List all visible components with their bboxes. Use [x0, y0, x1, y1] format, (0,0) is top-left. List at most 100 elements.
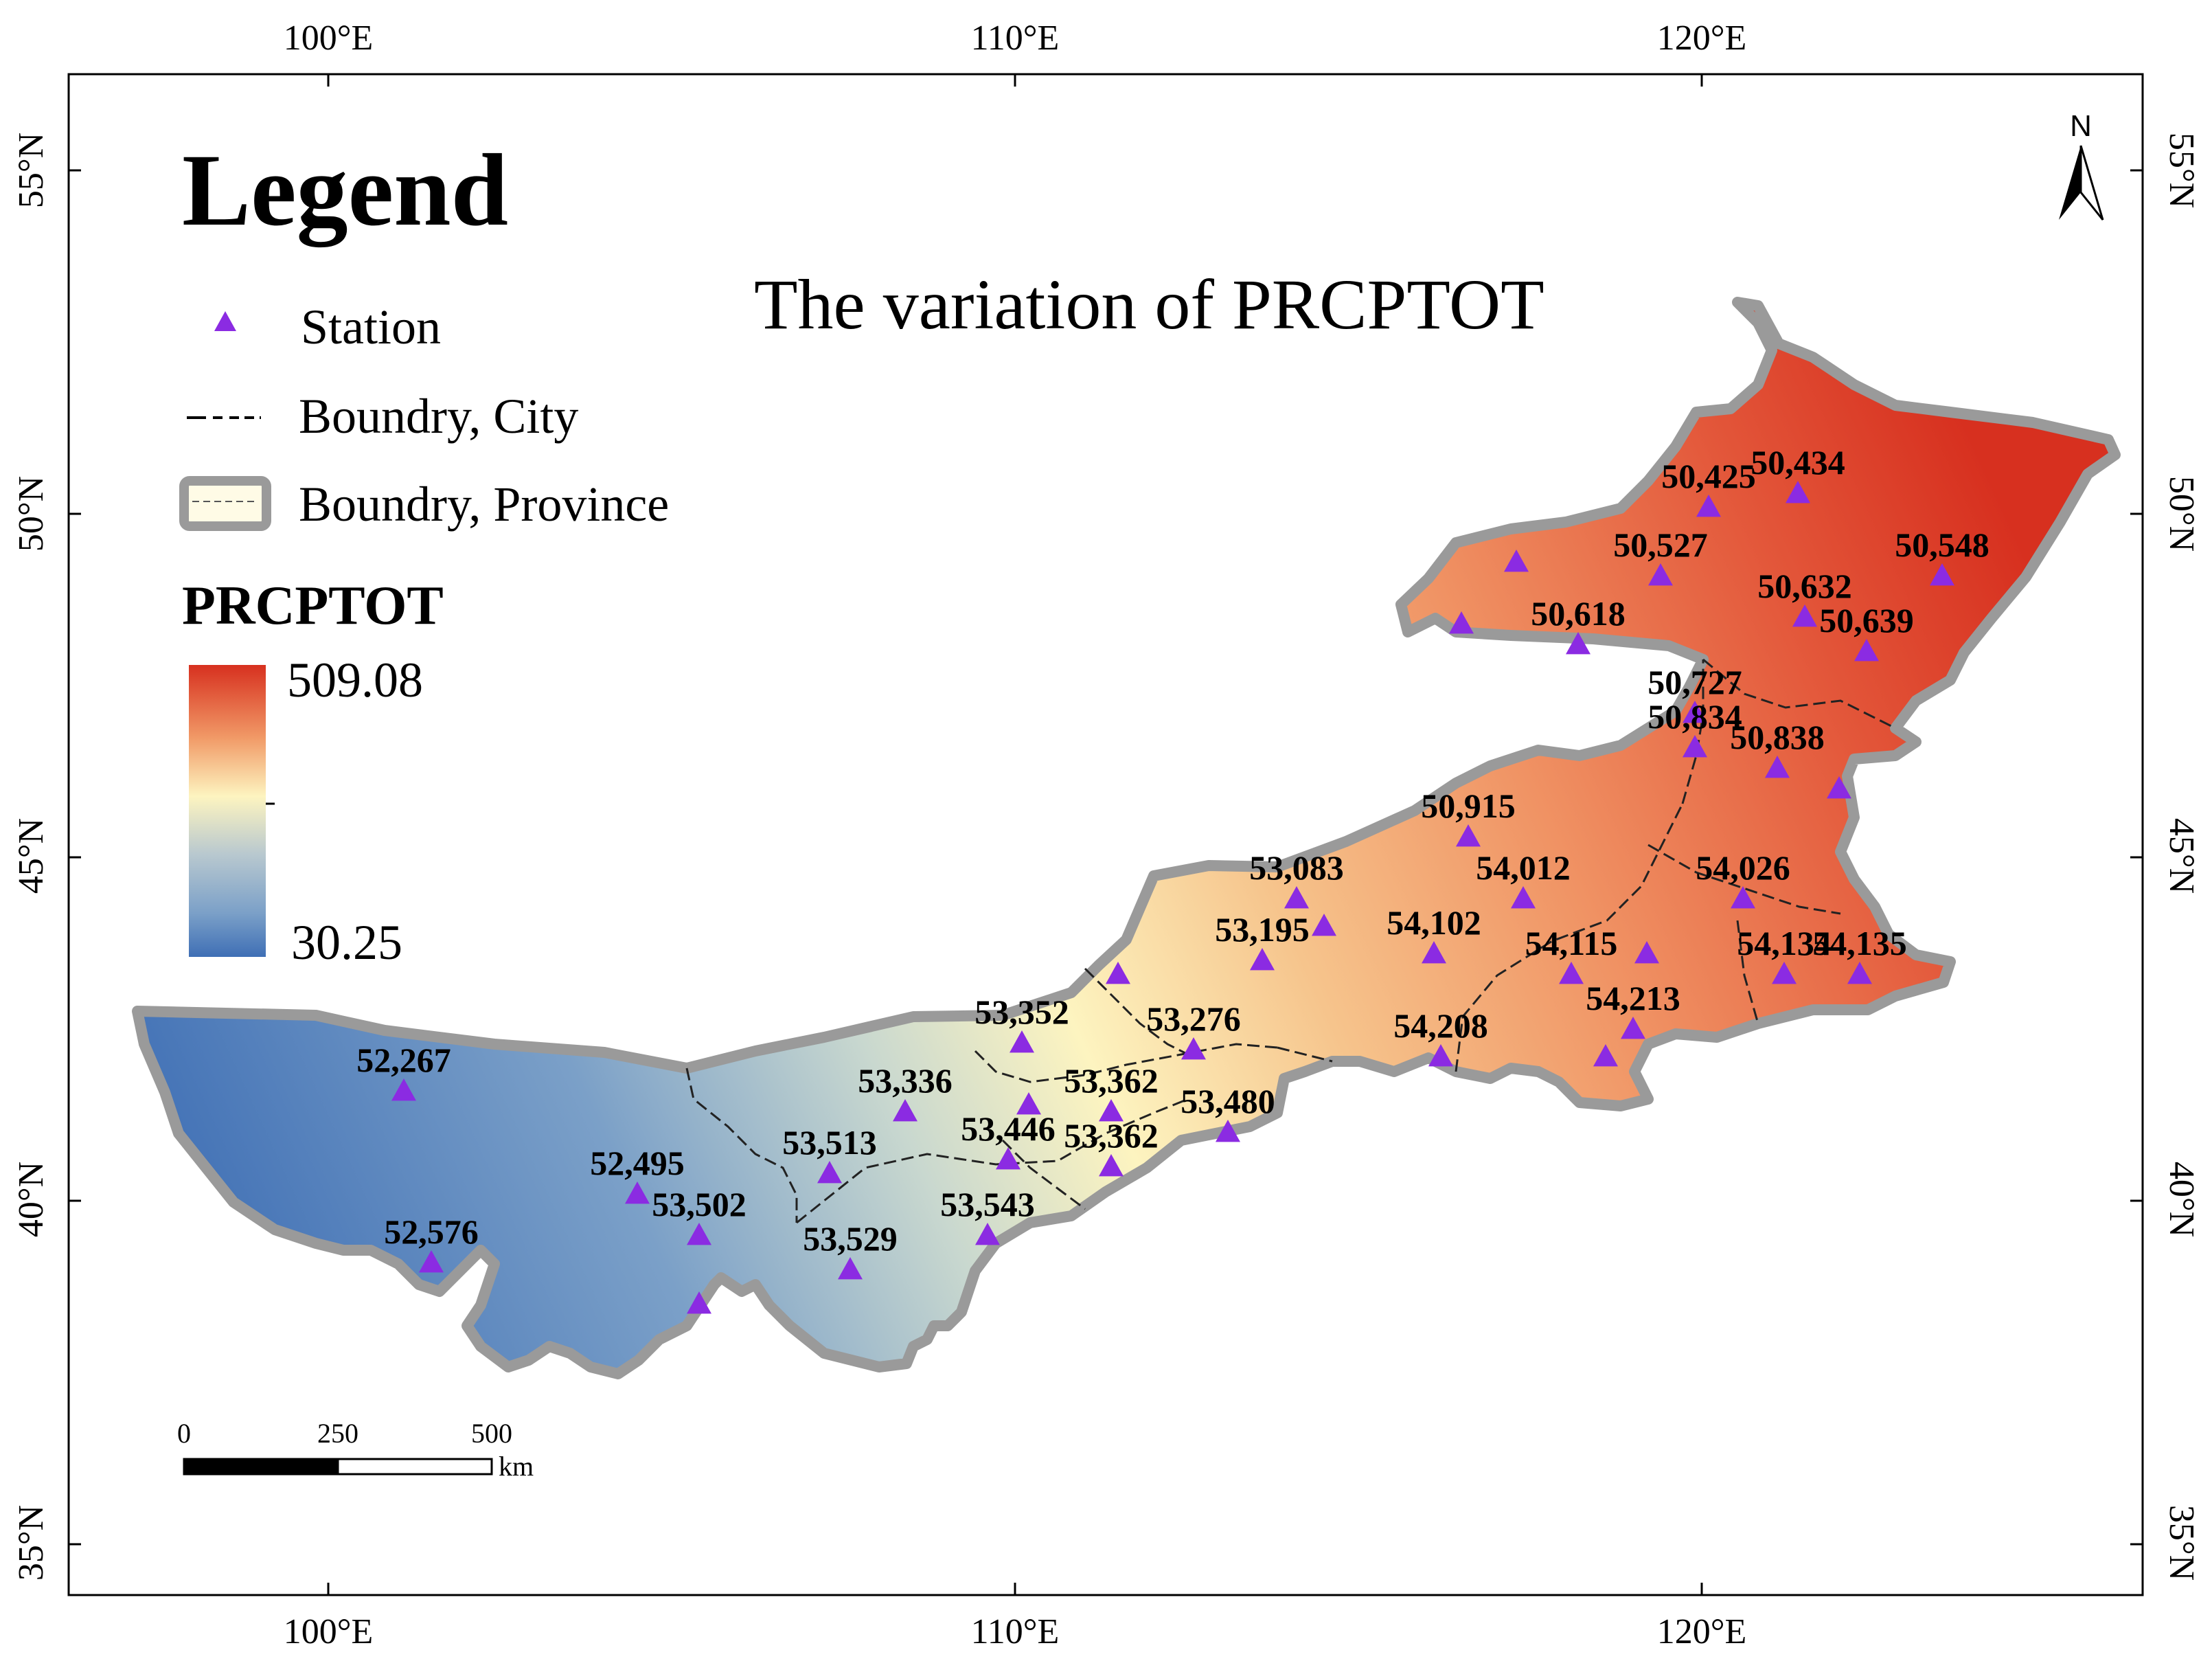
north-arrow-label: N: [2070, 109, 2092, 143]
station-label: 50,639: [1819, 601, 1914, 640]
station-marker: [1772, 962, 1797, 984]
station-marker: [1683, 701, 1707, 723]
station-label: 53,480: [1181, 1082, 1275, 1120]
station-marker: [391, 1078, 416, 1101]
station-marker: [1099, 1099, 1124, 1122]
lat-label-50-right: 50°N: [2162, 476, 2201, 552]
station-marker: [893, 1099, 917, 1122]
station-marker: [1181, 1037, 1206, 1060]
station-label: 50,632: [1757, 567, 1852, 605]
station-marker: [687, 1223, 711, 1245]
station-label: 50,425: [1661, 457, 1756, 495]
station-label: 54,135: [1812, 924, 1907, 962]
legend-heading: Legend: [182, 133, 508, 247]
station-label: 52,267: [356, 1041, 451, 1079]
station-marker: [1428, 1044, 1453, 1067]
station-marker: [687, 1291, 711, 1314]
station-label: 54,102: [1387, 903, 1481, 942]
station-marker: [625, 1182, 650, 1204]
station-marker: [996, 1147, 1021, 1170]
station-label: 53,352: [974, 993, 1069, 1031]
scale-tick-0: 0: [177, 1418, 191, 1449]
station-label: 54,213: [1586, 979, 1680, 1017]
station-label: 53,362: [1064, 1061, 1159, 1100]
station-label: 52,495: [590, 1144, 685, 1182]
province-boundary-legend-icon: [179, 476, 271, 531]
legend-max-value: 509.08: [287, 653, 423, 708]
station-label: 53,083: [1249, 848, 1344, 887]
lat-label-55-right: 55°N: [2162, 133, 2201, 208]
city-boundary-line: [1647, 844, 1841, 915]
longitude-labels: 100°E 110°E 120°E 100°E 110°E 120°E: [284, 19, 1747, 1651]
legend-min-value: 30.25: [291, 915, 402, 970]
north-arrow-icon-half: [2079, 145, 2104, 221]
scale-bar-white: [337, 1458, 493, 1476]
station-marker: [1456, 824, 1481, 847]
station-label: 53,529: [803, 1219, 898, 1258]
lon-label-100-top: 100°E: [284, 19, 374, 58]
station-label: 53,362: [1064, 1116, 1159, 1155]
station-marker: [1648, 563, 1673, 586]
station-label: 50,915: [1421, 787, 1516, 825]
city-boundary-line: [1084, 967, 1196, 1059]
city-boundary-line: [1681, 659, 1704, 804]
station-marker: [1621, 1017, 1645, 1039]
station-label: 50,618: [1531, 594, 1626, 633]
station-marker: [1312, 914, 1336, 936]
latitude-labels: 55°N 50°N 45°N 40°N 35°N 55°N 50°N 45°N …: [12, 133, 2201, 1581]
station-legend-icon: [214, 311, 236, 331]
station-marker: [1504, 550, 1529, 572]
station-marker: [1216, 1120, 1240, 1142]
station-marker: [1422, 941, 1446, 964]
station-label: 50,838: [1730, 718, 1825, 756]
lon-label-120-bottom: 120°E: [1657, 1612, 1747, 1651]
lat-label-45-right: 45°N: [2162, 818, 2201, 894]
north-arrow: N: [2059, 109, 2104, 221]
station-marker: [1566, 632, 1590, 655]
station-label: 53,502: [652, 1185, 746, 1223]
station-marker: [1731, 886, 1755, 909]
station-label: 53,543: [940, 1185, 1035, 1223]
station-marker: [419, 1250, 444, 1273]
station-marker: [1010, 1030, 1034, 1053]
stations-layer: [391, 481, 1954, 1314]
lat-label-50-left: 50°N: [12, 476, 51, 552]
city-boundary-line: [796, 1098, 1189, 1224]
legend-province-boundary-label: Boundry, Province: [299, 477, 669, 532]
station-marker: [838, 1257, 863, 1280]
station-marker: [1449, 611, 1474, 634]
station-marker: [1511, 886, 1536, 909]
station-label: 53,276: [1146, 999, 1241, 1038]
station-marker: [1854, 639, 1879, 662]
station-label: 54,012: [1476, 848, 1571, 887]
station-marker: [1250, 948, 1275, 971]
station-label: 50,548: [1895, 526, 1989, 564]
station-marker: [1765, 756, 1790, 778]
station-marker: [1016, 1092, 1041, 1115]
lat-label-55-left: 55°N: [12, 133, 51, 208]
color-ramp: [189, 665, 266, 957]
lat-label-35-left: 35°N: [12, 1505, 51, 1581]
scale-bar: 0 250 500 km: [177, 1418, 534, 1482]
lon-label-110-top: 110°E: [971, 19, 1060, 58]
station-label: 50,727: [1647, 663, 1742, 701]
station-label: 54,208: [1393, 1006, 1488, 1045]
station-label: 50,527: [1613, 526, 1708, 564]
station-label: 53,336: [858, 1061, 953, 1100]
station-marker: [1593, 1044, 1618, 1067]
legend: Legend Station Boundry, City Boundry, Pr…: [179, 133, 669, 970]
station-marker: [1847, 962, 1872, 984]
lat-label-35-right: 35°N: [2162, 1505, 2201, 1581]
city-boundary-line: [1702, 658, 1896, 730]
lat-label-40-right: 40°N: [2162, 1162, 2201, 1237]
station-marker: [1696, 495, 1721, 517]
station-marker: [817, 1161, 842, 1184]
station-marker: [1106, 962, 1130, 984]
scale-tick-500: 500: [471, 1418, 512, 1449]
city-boundary-line: [1001, 1139, 1086, 1210]
legend-city-boundary-label: Boundry, City: [299, 389, 578, 444]
lat-label-40-left: 40°N: [12, 1162, 51, 1237]
tick-marks: [69, 74, 2143, 1595]
